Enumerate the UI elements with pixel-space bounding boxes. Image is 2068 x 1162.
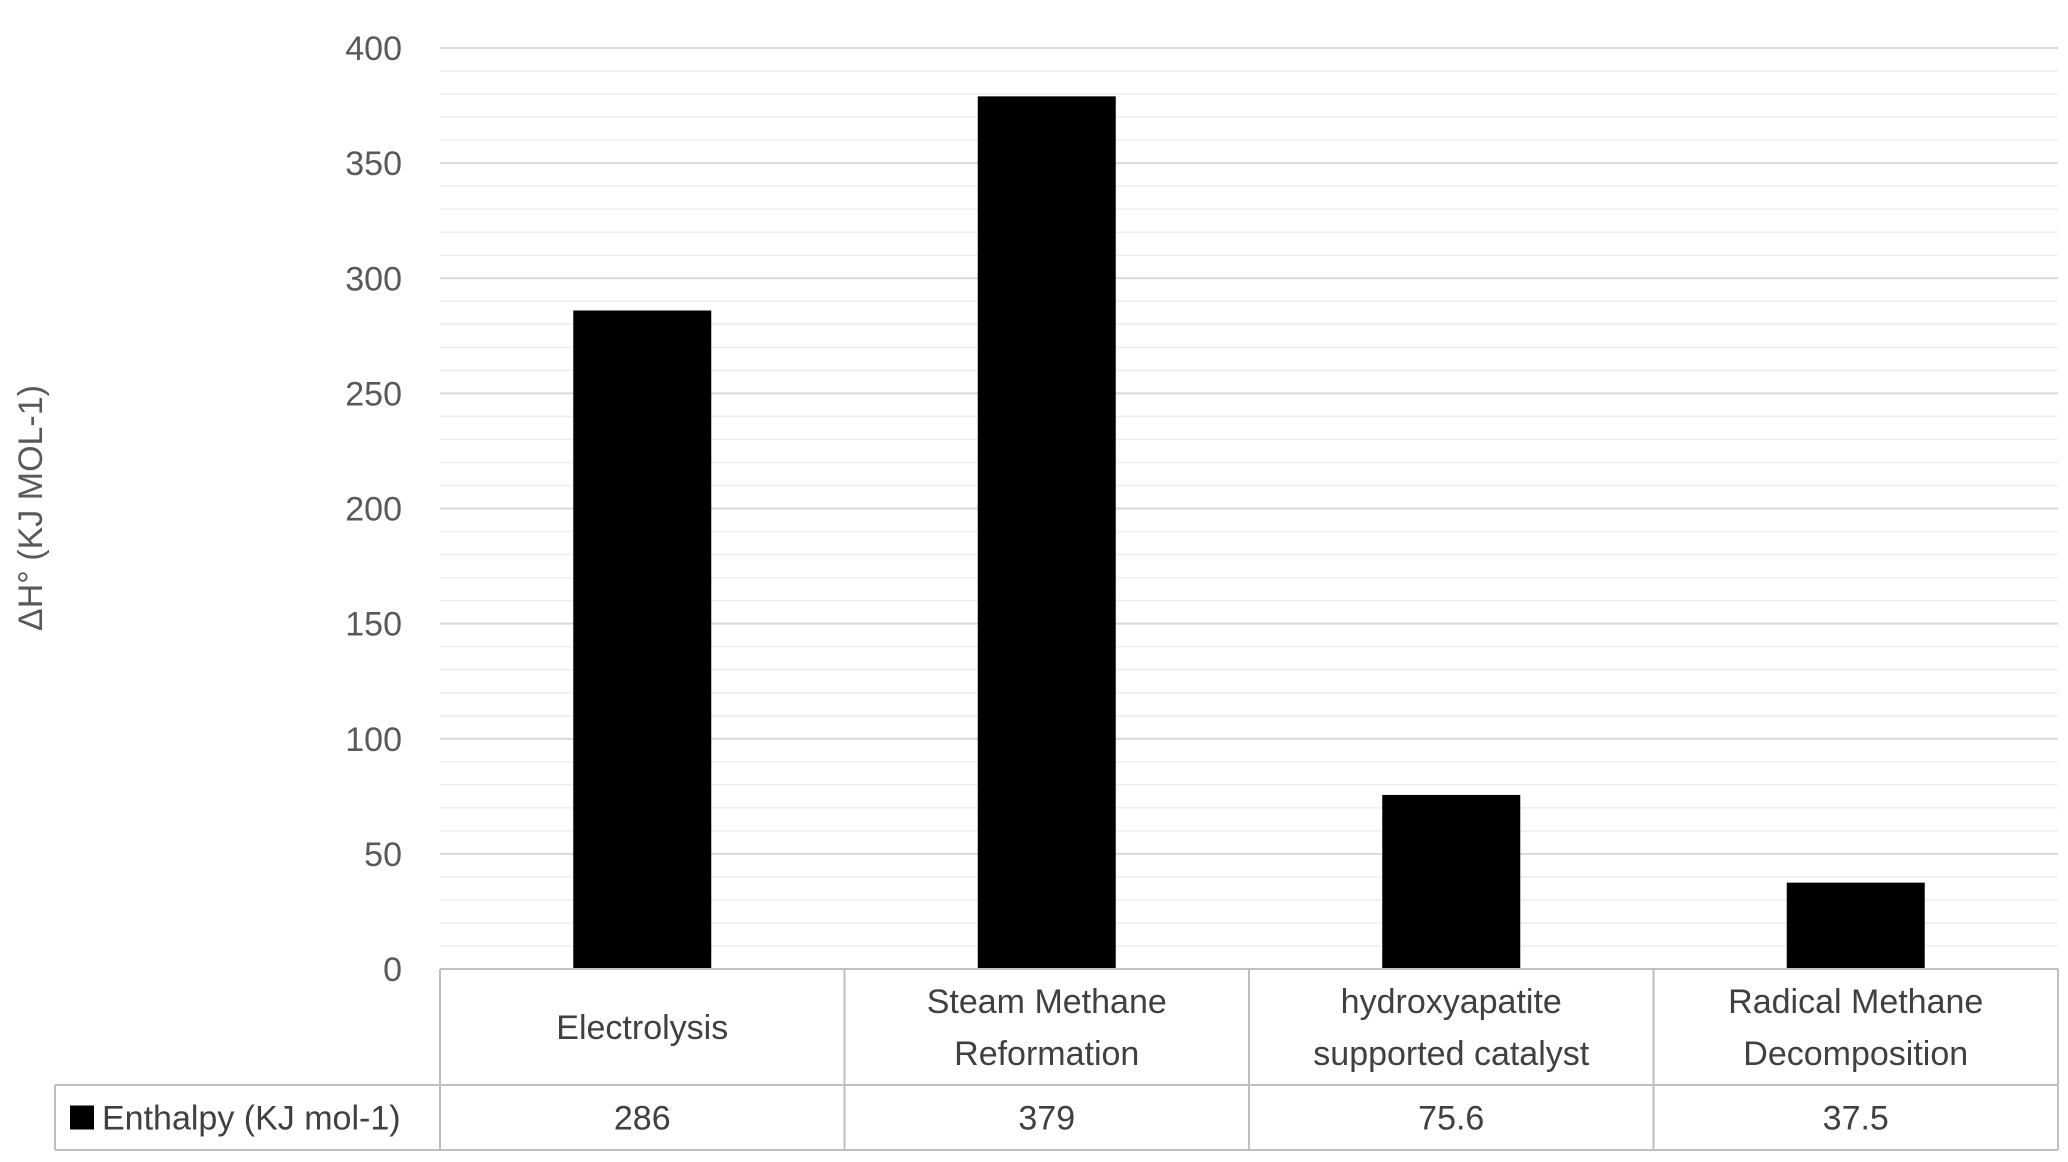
category-label: Electrolysis: [556, 1009, 728, 1047]
y-tick-label: 350: [345, 145, 402, 183]
bars: [573, 96, 1925, 970]
bar: [1382, 794, 1521, 969]
legend-key: [70, 1105, 94, 1130]
bar: [977, 96, 1116, 970]
data-label: 37.5: [1823, 1100, 1889, 1138]
data-label: 379: [1018, 1100, 1075, 1138]
y-axis-ticks: 0 50 100 150 200 250 300 350 400: [345, 30, 402, 989]
y-axis-title: ΔH° (KJ MOL-1): [12, 385, 50, 631]
category-label: Decomposition: [1743, 1035, 1968, 1073]
y-tick-label: 400: [345, 30, 402, 68]
y-tick-label: 300: [345, 260, 402, 298]
y-tick-label: 0: [383, 951, 402, 989]
category-label: hydroxyapatite: [1341, 983, 1562, 1021]
y-tick-label: 250: [345, 375, 402, 413]
y-tick-label: 100: [345, 721, 402, 759]
category-label: Reformation: [954, 1035, 1139, 1073]
y-tick-label: 150: [345, 606, 402, 644]
category-label: supported catalyst: [1313, 1035, 1589, 1073]
category-label: Steam Methane: [927, 983, 1167, 1021]
y-tick-label: 200: [345, 491, 402, 529]
data-table: Electrolysis Steam Methane Reformation hydr…: [54, 968, 2059, 1151]
data-label: 75.6: [1418, 1100, 1484, 1138]
y-tick-label: 50: [364, 836, 402, 874]
legend-label: Enthalpy (KJ mol-1): [102, 1100, 401, 1138]
category-label: Radical Methane: [1728, 983, 1983, 1021]
data-label: 286: [614, 1100, 671, 1138]
bar: [573, 310, 712, 969]
bar: [1786, 882, 1925, 969]
